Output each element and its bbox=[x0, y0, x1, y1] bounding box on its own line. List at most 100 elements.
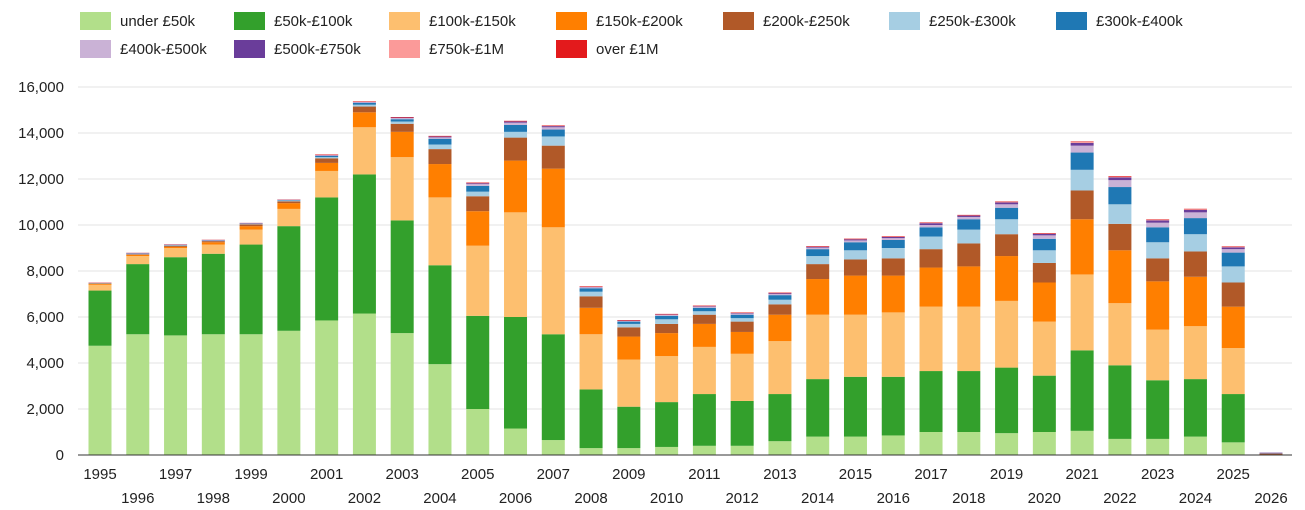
y-tick-label: 6,000 bbox=[26, 309, 64, 326]
bar-segment bbox=[1032, 375, 1056, 432]
bar-stack bbox=[1108, 176, 1132, 455]
bar-segment bbox=[541, 145, 565, 169]
y-tick-label: 16,000 bbox=[18, 79, 64, 96]
bar-stack bbox=[239, 222, 263, 455]
bar-segment bbox=[428, 197, 452, 266]
bar-segment bbox=[1221, 394, 1245, 443]
bar-segment bbox=[730, 445, 754, 455]
bar-segment bbox=[541, 168, 565, 228]
x-tick-label: 2011 bbox=[688, 466, 720, 483]
bar-segment bbox=[806, 247, 830, 250]
bar-segment bbox=[692, 445, 716, 455]
bar-segment bbox=[1108, 176, 1132, 177]
bar-segment bbox=[1070, 169, 1094, 191]
bar-segment bbox=[1183, 326, 1207, 380]
bar-segment bbox=[352, 102, 376, 103]
bar-segment bbox=[768, 314, 792, 342]
bar-segment bbox=[315, 197, 339, 321]
bar-segment bbox=[541, 440, 565, 455]
legend-swatch bbox=[234, 12, 265, 30]
bar-segment bbox=[730, 313, 754, 315]
bar-segment bbox=[1108, 187, 1132, 205]
legend-label: under £50k bbox=[120, 13, 196, 30]
bar-segment bbox=[315, 157, 339, 159]
bar-segment bbox=[957, 371, 981, 432]
legend-label: £300k-£400k bbox=[1096, 13, 1183, 30]
x-tick-label: 2023 bbox=[1141, 466, 1174, 483]
bar-stack bbox=[126, 252, 150, 455]
x-tick-label: 1996 bbox=[121, 490, 154, 507]
bar-segment bbox=[541, 227, 565, 335]
bar-segment bbox=[995, 234, 1019, 257]
bar-segment bbox=[428, 265, 452, 365]
legend-swatch bbox=[556, 40, 587, 58]
bar-segment bbox=[843, 238, 867, 240]
bar-segment bbox=[164, 245, 188, 247]
bar-segment bbox=[126, 334, 150, 455]
bar-segment bbox=[1146, 329, 1170, 381]
bar-stack bbox=[655, 313, 679, 455]
bar-segment bbox=[768, 341, 792, 395]
bar-segment bbox=[919, 223, 943, 225]
bar-segment bbox=[164, 244, 188, 245]
bar-segment bbox=[1108, 365, 1132, 439]
bar-segment bbox=[1146, 219, 1170, 221]
bar-segment bbox=[541, 127, 565, 130]
bar-segment bbox=[843, 240, 867, 243]
bar-segment bbox=[126, 256, 150, 265]
bar-segment bbox=[730, 331, 754, 354]
legend-swatch bbox=[80, 12, 111, 30]
bar-segment bbox=[428, 164, 452, 198]
bar-segment bbox=[239, 226, 263, 230]
legend-swatch bbox=[389, 12, 420, 30]
x-tick-label: 2001 bbox=[310, 466, 343, 483]
bar-segment bbox=[1032, 282, 1056, 322]
bar-segment bbox=[768, 294, 792, 296]
bar-segment bbox=[617, 320, 641, 322]
bar-segment bbox=[1070, 219, 1094, 275]
bar-segment bbox=[428, 136, 452, 138]
bar-segment bbox=[919, 236, 943, 250]
bar-segment bbox=[315, 155, 339, 156]
bar-segment bbox=[843, 436, 867, 455]
bar-segment bbox=[1032, 262, 1056, 283]
bar-segment bbox=[881, 236, 905, 237]
legend-swatch bbox=[723, 12, 754, 30]
bar-segment bbox=[1259, 452, 1283, 454]
bar-segment bbox=[504, 160, 528, 213]
bar-segment bbox=[201, 241, 225, 243]
bar-segment bbox=[881, 236, 905, 239]
bar-stack bbox=[88, 282, 112, 455]
bar-segment bbox=[579, 291, 603, 297]
x-tick-label: 2006 bbox=[499, 490, 532, 507]
legend-label: £150k-£200k bbox=[596, 13, 683, 30]
bar-segment bbox=[428, 137, 452, 139]
bar-segment bbox=[504, 120, 528, 122]
bar-segment bbox=[579, 334, 603, 390]
bar-segment bbox=[843, 314, 867, 377]
bar-segment bbox=[806, 246, 830, 248]
bar-segment bbox=[692, 314, 716, 324]
bar-segment bbox=[504, 121, 528, 123]
bar-segment bbox=[843, 250, 867, 260]
bar-segment bbox=[466, 184, 490, 186]
bar-segment bbox=[617, 448, 641, 455]
bar-series bbox=[88, 101, 1283, 455]
bar-stack bbox=[352, 101, 376, 455]
legend-label: £250k-£300k bbox=[929, 13, 1016, 30]
bar-segment bbox=[1070, 350, 1094, 431]
bar-segment bbox=[352, 127, 376, 175]
bar-stack bbox=[957, 214, 981, 455]
bar-segment bbox=[995, 201, 1019, 203]
bar-segment bbox=[390, 333, 414, 455]
bar-segment bbox=[995, 204, 1019, 208]
bar-segment bbox=[692, 305, 716, 307]
bar-stack bbox=[1183, 208, 1207, 455]
bar-stack bbox=[579, 286, 603, 455]
bar-segment bbox=[730, 312, 754, 314]
bar-segment bbox=[1146, 222, 1170, 228]
bar-segment bbox=[315, 162, 339, 171]
bar-segment bbox=[655, 356, 679, 403]
legend-swatch bbox=[1056, 12, 1087, 30]
bar-segment bbox=[164, 335, 188, 455]
